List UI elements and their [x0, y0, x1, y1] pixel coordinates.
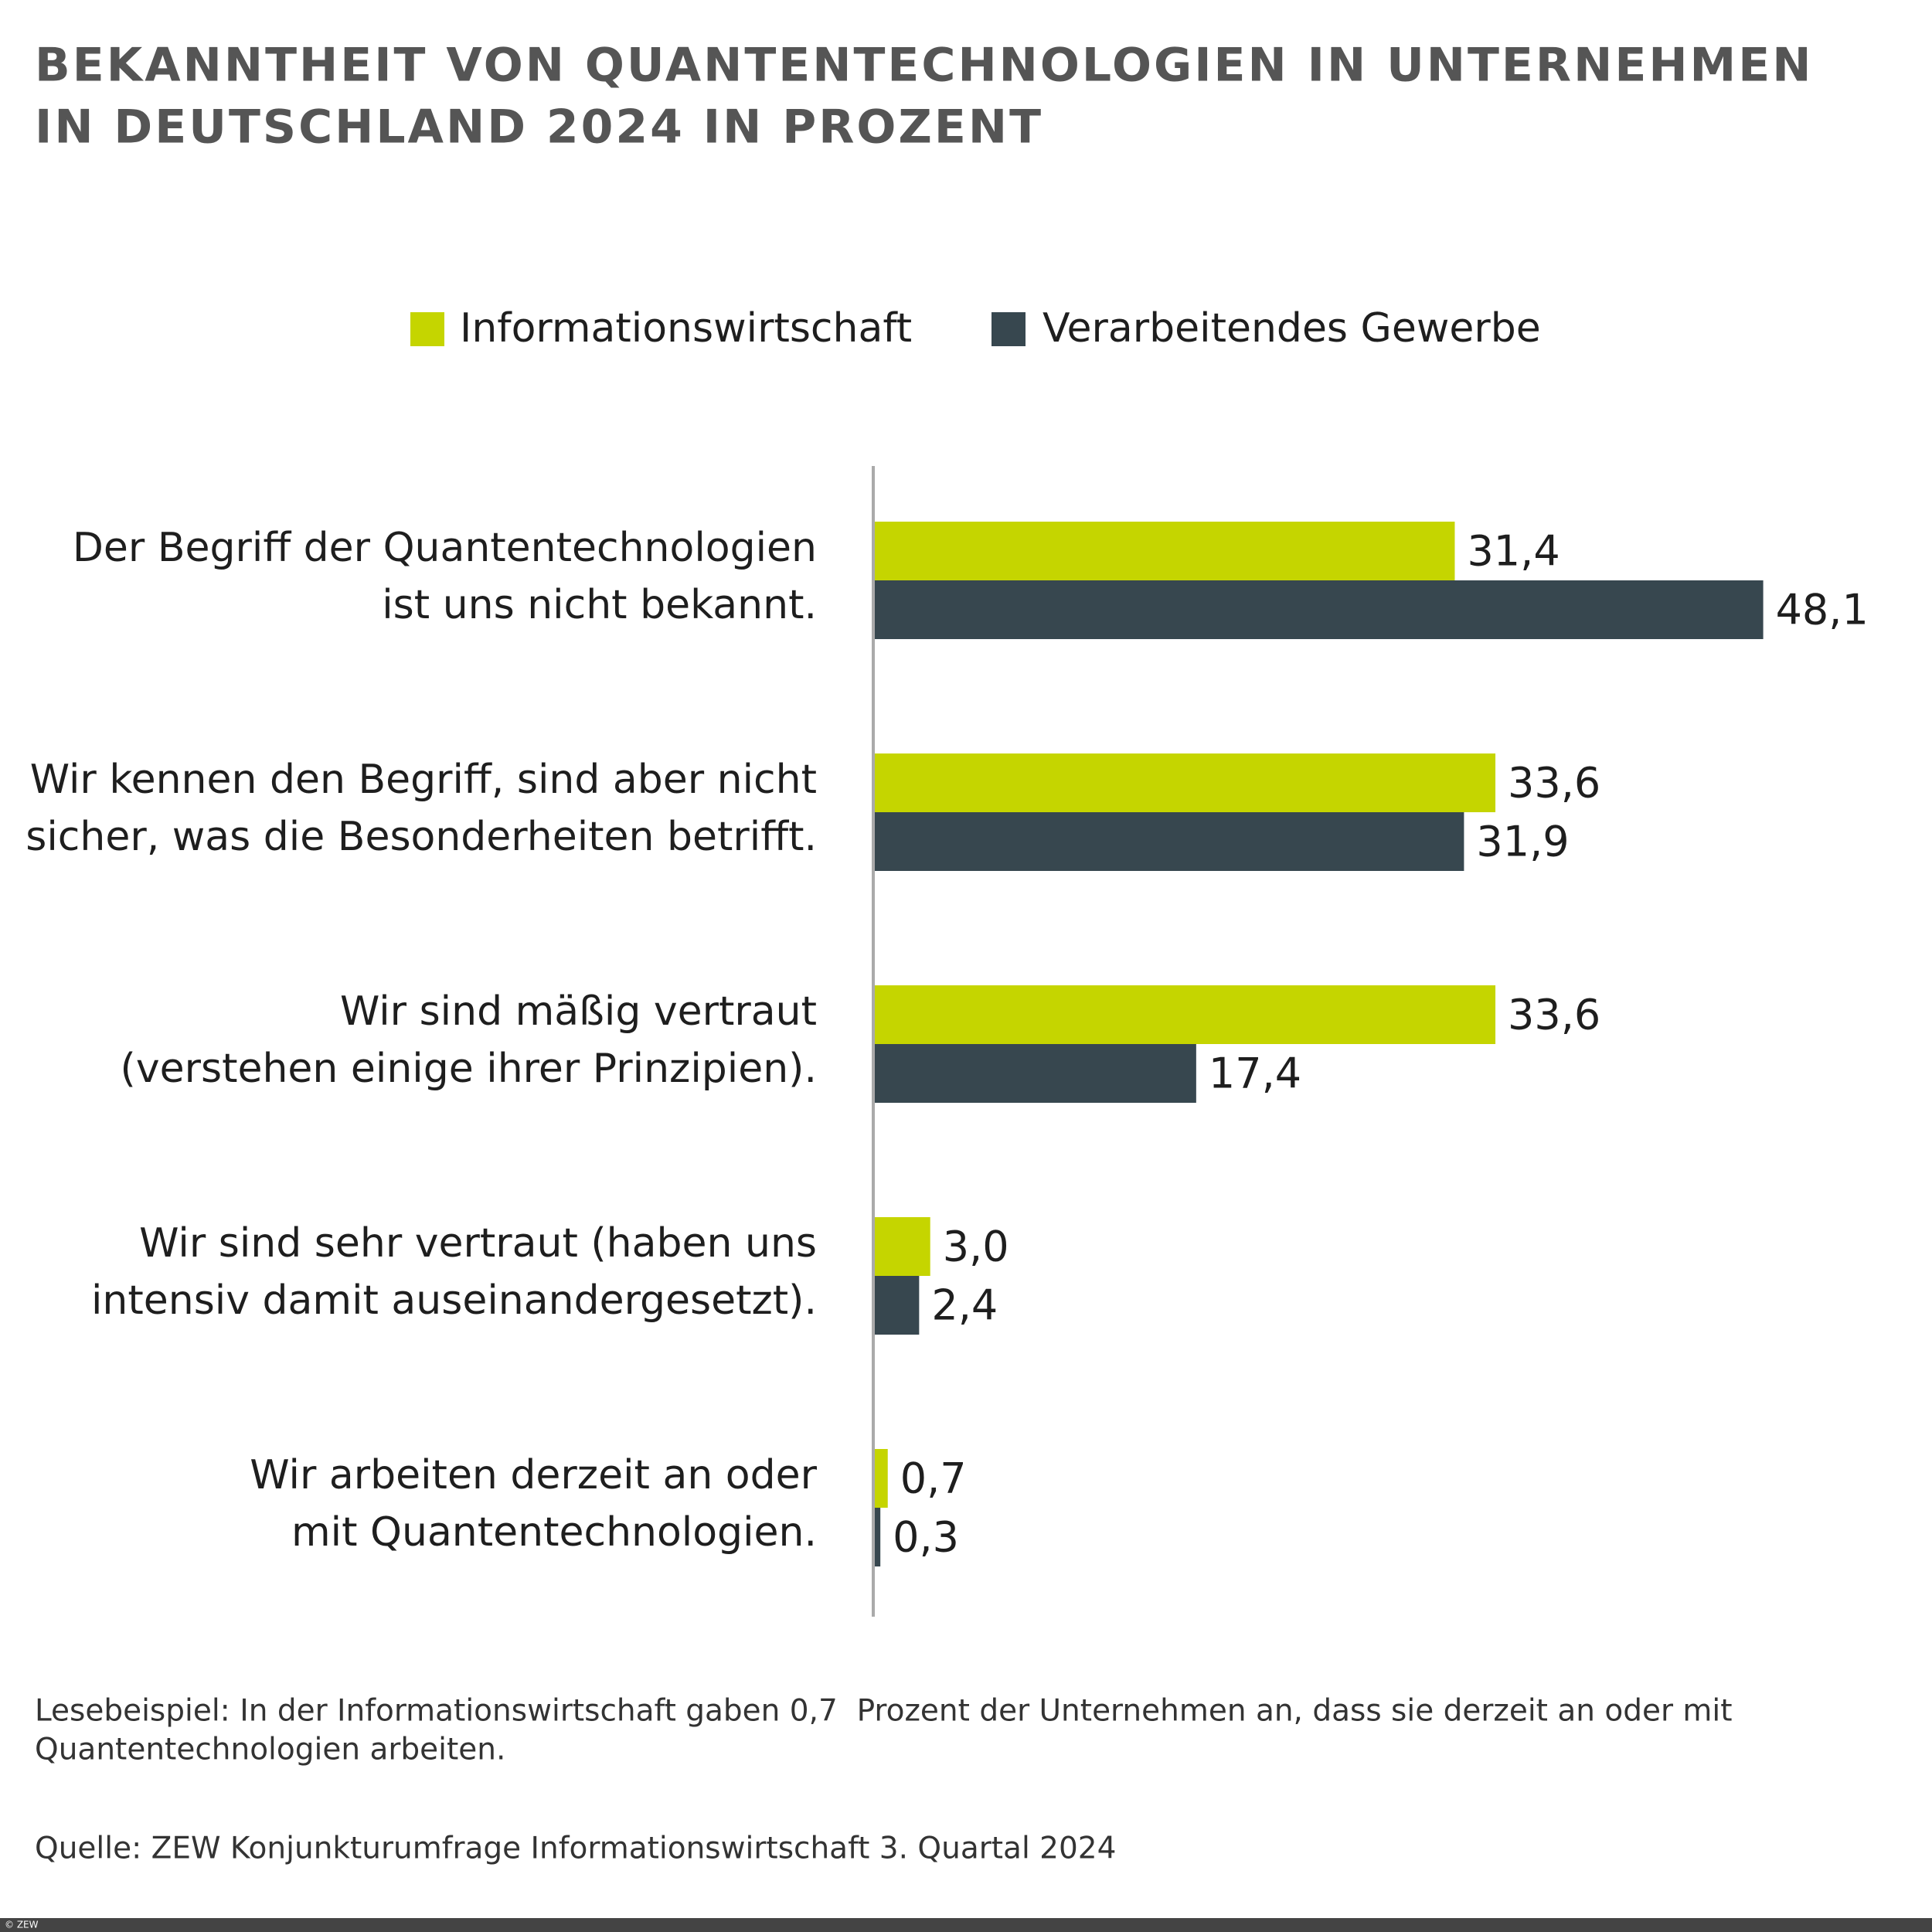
bar: [875, 1217, 930, 1276]
bar: [875, 1449, 888, 1508]
copyright: © ZEW: [5, 1920, 39, 1930]
chart-title: BEKANNTHEIT VON QUANTENTECHNOLOGIEN IN U…: [35, 39, 1813, 93]
value-label: 2,4: [931, 1281, 998, 1330]
category-label: ist uns nicht bekannt.: [382, 582, 817, 628]
bar: [875, 985, 1496, 1044]
bar: [875, 1508, 881, 1566]
value-label: 17,4: [1209, 1049, 1301, 1098]
category-label: sicher, was die Besonderheiten betrifft.: [26, 814, 817, 860]
footer-bar: [0, 1918, 1932, 1932]
category-label: mit Quantentechnologien.: [291, 1509, 817, 1556]
value-label: 31,9: [1476, 818, 1569, 866]
category-label: Der Begriff der Quantentechnologien: [73, 525, 817, 571]
category-label: intensiv damit auseinandergesetzt).: [91, 1277, 817, 1324]
value-label: 0,7: [900, 1454, 967, 1503]
bar: [875, 580, 1764, 639]
legend-label: Informationswirtschaft: [460, 305, 912, 352]
legend-swatch: [992, 312, 1026, 346]
bar: [875, 812, 1464, 871]
category-label: Wir sind sehr vertraut (haben uns: [139, 1220, 817, 1267]
category-label: (verstehen einige ihrer Prinzipien).: [121, 1046, 817, 1092]
value-label: 0,3: [893, 1513, 959, 1562]
bar: [875, 753, 1496, 812]
category-label: Wir kennen den Begriff, sind aber nicht: [30, 757, 817, 803]
value-label: 31,4: [1467, 527, 1560, 576]
bar: [875, 522, 1455, 580]
value-label: 33,6: [1508, 759, 1600, 808]
chart-title: IN DEUTSCHLAND 2024 IN PROZENT: [35, 100, 1043, 155]
bar: [875, 1044, 1196, 1103]
note: Lesebeispiel: In der Informationswirtsch…: [35, 1694, 1733, 1729]
legend-swatch: [410, 312, 444, 346]
legend-label: Verarbeitendes Gewerbe: [1043, 305, 1541, 352]
bar: [875, 1276, 920, 1335]
note: Quantentechnologien arbeiten.: [35, 1733, 505, 1767]
value-label: 48,1: [1776, 586, 1869, 634]
source: Quelle: ZEW Konjunkturumfrage Informatio…: [35, 1832, 1116, 1866]
category-label: Wir arbeiten derzeit an oder: [250, 1452, 817, 1498]
value-label: 3,0: [943, 1223, 1009, 1271]
value-label: 33,6: [1508, 991, 1600, 1039]
category-label: Wir sind mäßig vertraut: [340, 988, 817, 1035]
